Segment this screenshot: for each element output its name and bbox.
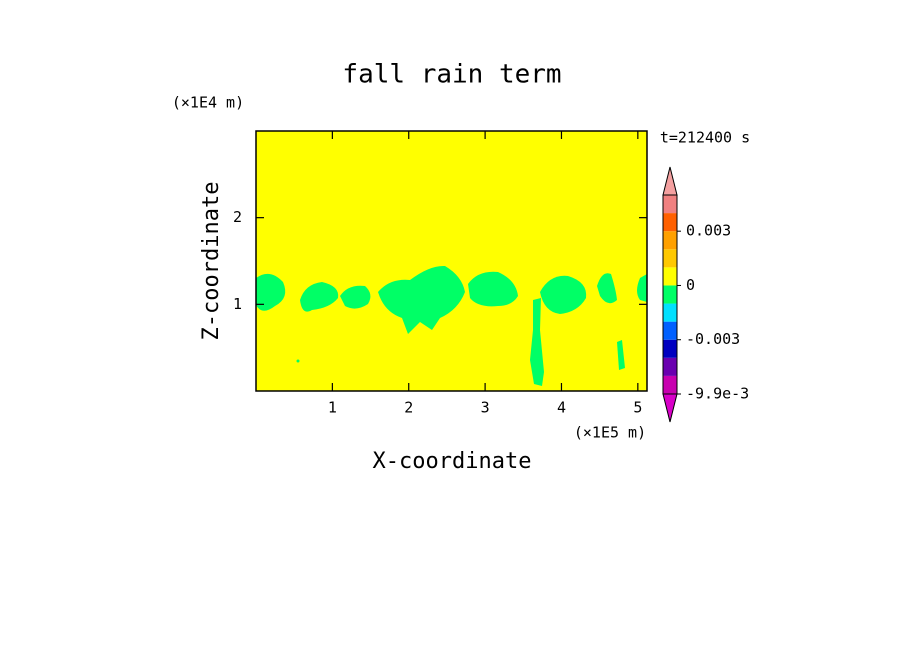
y-tick-label: 1 [233,295,242,313]
rain-region [300,282,339,312]
rain-region [296,359,300,363]
x-tick-label: 2 [404,399,413,417]
field [256,131,647,391]
colorbar-tick-label: 0 [686,276,695,294]
field-background [256,131,647,391]
colorbar-tick-label: 0.003 [686,222,731,240]
colorbar-box [663,339,677,358]
colorbar-arrow [662,393,678,423]
y-axis-title: Z-coordinate [199,182,224,341]
colorbar-box [663,267,677,286]
rain-region [617,340,625,370]
colorbar-tick-label: -0.003 [686,330,740,348]
plot-frame [255,130,648,392]
colorbar-box [663,195,677,214]
colorbar-box [663,285,677,304]
time-label: t=212400 s [660,129,750,147]
rain-region [468,271,518,307]
colorbar-arrow [662,166,678,196]
colorbar-box [663,231,677,250]
colorbar-tick-label: -9.9e-3 [686,385,749,403]
colorbar-box [663,321,677,340]
rain-region [530,298,544,386]
colorbar-box [663,213,677,232]
x-tick-label: 5 [633,399,642,417]
rain-region [540,275,587,314]
axes: 1 2 3 4 5 1 2 [233,131,647,417]
chart-title: fall rain term [342,60,561,90]
rain-region [378,265,465,334]
x-tick-label: 4 [557,399,566,417]
colorbar-box [663,303,677,322]
colorbar-box [663,249,677,268]
rain-region [340,285,371,309]
x-tick-label: 3 [481,399,490,417]
colorbar: -9.9e-3 -0.003 0 0.003 [662,166,749,423]
colorbar-frame [662,194,678,395]
x-tick-label: 1 [328,399,337,417]
rain-regions [256,265,647,386]
rain-region [256,273,286,311]
x-axis-title: X-coordinate [373,449,532,474]
x-unit: (×1E5 m) [574,424,646,442]
colorbar-box [663,357,677,376]
y-tick-label: 2 [233,208,242,226]
rain-region [637,274,647,302]
y-unit: (×1E4 m) [172,94,244,112]
colorbar-box [663,375,677,394]
rain-region [597,273,617,304]
